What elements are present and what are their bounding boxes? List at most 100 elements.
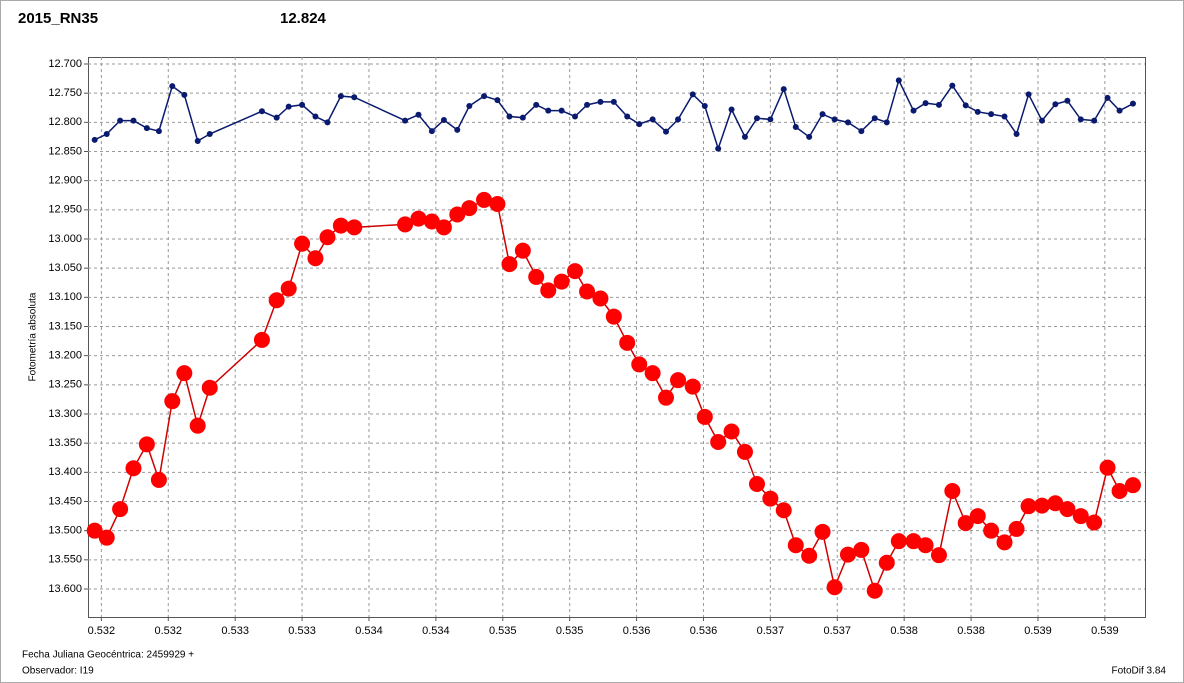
data-point	[1052, 101, 1059, 108]
data-point	[489, 196, 506, 212]
x-tick-label: 0.535	[489, 625, 517, 637]
data-point	[883, 119, 890, 126]
y-tick-label: 12.950	[48, 204, 82, 216]
data-point	[826, 579, 843, 596]
data-point	[624, 113, 631, 120]
data-point	[253, 331, 270, 348]
data-point	[206, 131, 213, 137]
data-point	[194, 138, 201, 144]
data-point	[1129, 100, 1136, 107]
data-point	[514, 242, 531, 259]
data-point	[905, 533, 922, 550]
data-point	[572, 113, 579, 120]
data-point	[312, 113, 319, 120]
data-point	[201, 379, 218, 396]
data-point	[143, 125, 150, 132]
data-point	[402, 117, 409, 124]
data-point	[619, 334, 636, 351]
data-point	[839, 546, 856, 563]
data-point	[658, 389, 675, 406]
data-point	[481, 93, 488, 100]
data-point	[974, 108, 981, 115]
data-point	[592, 290, 609, 307]
data-point	[605, 308, 622, 325]
data-point	[1099, 459, 1116, 476]
data-point	[1124, 477, 1141, 494]
data-point	[1086, 514, 1103, 531]
y-tick-label: 13.200	[48, 350, 82, 362]
data-point	[663, 128, 670, 135]
data-point	[181, 91, 188, 98]
data-point	[461, 200, 478, 217]
data-point	[1013, 131, 1020, 137]
data-point	[787, 537, 804, 554]
data-point	[449, 206, 466, 223]
data-point	[748, 476, 765, 492]
data-point	[1059, 501, 1076, 518]
data-point	[684, 378, 701, 395]
data-point	[1091, 117, 1098, 124]
x-tick-label: 0.532	[88, 625, 116, 637]
data-point	[1077, 116, 1084, 123]
data-point	[844, 119, 851, 126]
y-tick-label: 13.550	[48, 554, 82, 566]
data-point	[996, 534, 1013, 551]
x-tick-label: 0.536	[623, 625, 651, 637]
data-point	[506, 113, 513, 120]
y-tick-label: 12.850	[48, 145, 82, 157]
data-point	[553, 273, 570, 290]
data-point	[280, 280, 297, 297]
y-tick-label: 13.000	[48, 233, 82, 245]
data-point	[962, 102, 969, 109]
data-point	[597, 98, 604, 105]
data-point	[741, 133, 748, 140]
data-point	[528, 268, 545, 285]
x-tick-label: 0.533	[288, 625, 316, 637]
data-point	[1072, 508, 1089, 525]
data-point	[988, 111, 995, 118]
data-point	[112, 501, 129, 518]
data-point	[397, 216, 414, 233]
data-point	[130, 117, 137, 124]
data-point	[878, 554, 895, 571]
data-point	[814, 523, 831, 540]
data-point	[801, 547, 818, 564]
data-point	[792, 124, 799, 130]
data-point	[649, 116, 656, 123]
data-point	[689, 91, 696, 98]
data-point	[567, 263, 584, 280]
data-point	[949, 82, 956, 89]
x-tick-label: 0.534	[422, 625, 450, 637]
data-point	[540, 282, 557, 299]
data-point	[466, 103, 473, 109]
y-tick-label: 13.050	[48, 262, 82, 274]
data-point	[1064, 97, 1071, 104]
data-point	[610, 98, 617, 105]
data-point	[957, 515, 974, 532]
data-point	[337, 93, 344, 100]
data-point	[435, 219, 452, 236]
data-point	[1020, 498, 1037, 515]
data-point	[644, 365, 661, 382]
data-point	[410, 210, 427, 227]
data-point	[910, 107, 917, 114]
data-point	[780, 86, 787, 93]
data-point	[268, 292, 285, 309]
data-point	[1025, 91, 1032, 98]
data-point	[917, 537, 934, 554]
footer-text: Fecha Juliana Geocéntrica: 2459929 +	[22, 650, 194, 661]
y-tick-label: 13.500	[48, 525, 82, 537]
y-tick-label: 12.700	[48, 58, 82, 70]
data-point	[454, 126, 461, 133]
data-point	[858, 128, 865, 135]
data-point	[86, 522, 103, 539]
data-point	[91, 136, 98, 143]
data-point	[944, 483, 961, 499]
x-tick-label: 0.535	[556, 625, 584, 637]
data-point	[558, 107, 565, 114]
x-tick-label: 0.532	[155, 625, 183, 637]
x-tick-label: 0.538	[890, 625, 918, 637]
data-point	[696, 408, 713, 425]
data-point	[1001, 113, 1008, 120]
